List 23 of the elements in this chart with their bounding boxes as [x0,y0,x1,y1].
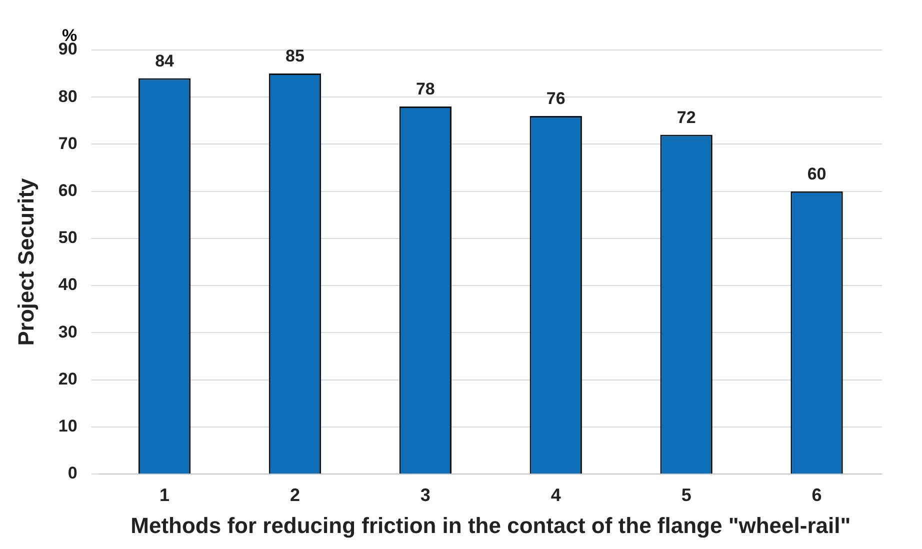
y-tick-label: 40 [58,275,78,294]
y-tick-label: 50 [58,228,78,248]
x-tick-label: 1 [160,484,170,505]
y-tick-label: 20 [58,369,78,388]
y-tick-label: 0 [68,464,78,483]
y-tick-label: 10 [58,416,78,436]
data-label: 76 [546,89,566,108]
y-tick-label: 60 [58,181,78,200]
data-label: 78 [416,80,435,99]
y-axis-title: Project Security [13,177,38,346]
data-label: 84 [155,51,175,70]
x-tick-label: 5 [681,484,692,505]
data-label: 85 [286,46,304,66]
x-tick-label: 3 [420,484,430,505]
x-tick-label: 4 [550,484,561,505]
y-tick-label: 70 [58,134,78,153]
y-tick-label: 30 [58,322,78,342]
x-tick-label: 6 [812,484,822,505]
x-axis-title: Methods for reducing friction in the contact of the flange "wheel-rail" [130,512,851,538]
data-label: 72 [676,108,696,127]
y-tick-label: 80 [58,86,78,106]
data-label: 60 [807,164,826,184]
x-tick-label: 2 [290,484,300,505]
